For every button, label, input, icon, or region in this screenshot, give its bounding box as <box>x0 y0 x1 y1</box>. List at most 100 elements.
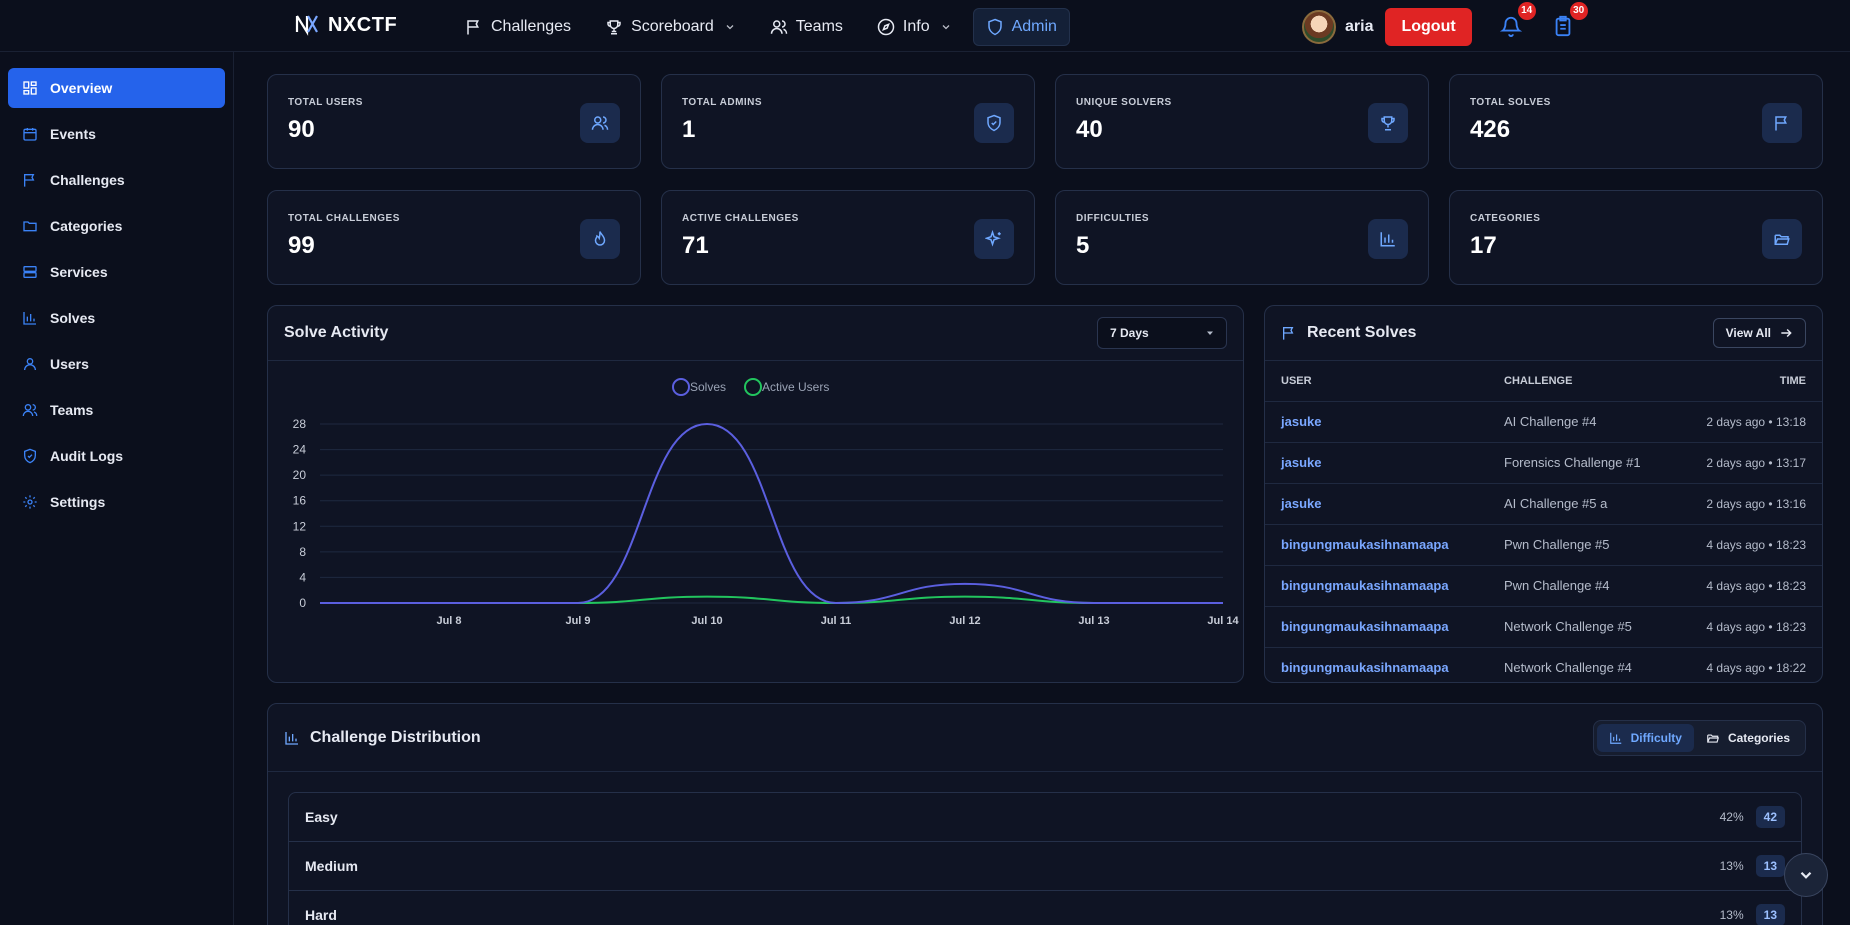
table-row[interactable]: jasuke AI Challenge #5 a 2 days ago • 13… <box>1265 483 1822 525</box>
users-icon <box>591 116 609 130</box>
stat-value: 426 <box>1470 116 1511 143</box>
nav-info[interactable]: Info <box>864 8 965 46</box>
sidebar-item-teams[interactable]: Teams <box>8 390 225 430</box>
sidebar-item-audit-logs[interactable]: Audit Logs <box>8 436 225 476</box>
nav-challenges[interactable]: Challenges <box>452 8 584 46</box>
stat-icon-box <box>580 219 620 259</box>
solve-user[interactable]: bingungmaukasihnamaapa <box>1265 524 1488 566</box>
nxctf-logo-icon <box>295 15 318 36</box>
solve-time: 2 days ago • 13:16 <box>1675 483 1822 525</box>
shield-check-icon <box>987 114 1001 132</box>
sidebar-item-label: Teams <box>50 402 94 418</box>
solve-time: 2 days ago • 13:18 <box>1675 401 1822 443</box>
solve-activity-panel: Solve Activity 7 Days 0 4 8 12 16 20 24 28 Jul 8… <box>267 305 1244 683</box>
solve-time: 4 days ago • 18:22 <box>1675 647 1822 682</box>
sidebar-item-label: Audit Logs <box>50 448 124 464</box>
x-tick-label: Jul 10 <box>691 615 722 627</box>
tab-categories[interactable]: Categories <box>1694 724 1802 752</box>
stat-icon-box <box>1368 103 1408 143</box>
sparkles-icon <box>985 230 1001 247</box>
sidebar-item-challenges[interactable]: Challenges <box>8 160 225 200</box>
sidebar-item-label: Users <box>50 356 89 372</box>
stat-card-difficulties: DIFFICULTIES 5 <box>1055 190 1429 285</box>
stat-card-total-challenges: TOTAL CHALLENGES 99 <box>267 190 641 285</box>
sidebar-item-solves[interactable]: Solves <box>8 298 225 338</box>
stat-value: 99 <box>288 232 315 259</box>
sidebar-item-settings[interactable]: Settings <box>8 482 225 522</box>
x-tick-label: Jul 9 <box>565 615 590 627</box>
folder-open-icon <box>1707 734 1719 743</box>
stat-card-total-users: TOTAL USERS 90 <box>267 74 641 169</box>
sidebar-item-label: Categories <box>50 218 123 234</box>
legend-marker-solves <box>672 378 690 396</box>
solve-challenge: Pwn Challenge #4 <box>1488 565 1676 607</box>
bar-chart-icon <box>1380 232 1395 247</box>
stat-card-total-solves: TOTAL SOLVES 426 <box>1449 74 1823 169</box>
top-navbar: NXCTF Challenges Scoreboard Teams Info A… <box>0 0 1850 52</box>
scroll-down-button[interactable] <box>1784 853 1828 897</box>
solve-user[interactable]: jasuke <box>1265 401 1488 443</box>
solve-user[interactable]: jasuke <box>1265 442 1488 484</box>
sidebar-item-services[interactable]: Services <box>8 252 225 292</box>
brand-logo[interactable]: NXCTF <box>294 12 397 38</box>
tasks-button[interactable]: 30 <box>1552 2 1588 39</box>
table-row[interactable]: jasuke AI Challenge #4 2 days ago • 13:1… <box>1265 401 1822 443</box>
series-line-solves <box>319 422 1223 605</box>
bar-chart-icon <box>285 731 298 745</box>
view-all-button[interactable]: View All <box>1712 318 1806 348</box>
sidebar: Overview Events Challenges Categories Se… <box>0 52 234 925</box>
user-icon <box>24 358 36 371</box>
table-row[interactable]: bingungmaukasihnamaapa Network Challenge… <box>1265 606 1822 648</box>
table-row[interactable]: bingungmaukasihnamaapa Network Challenge… <box>1265 647 1822 682</box>
stat-icon-box <box>1762 219 1802 259</box>
view-all-label: View All <box>1725 326 1771 340</box>
logout-button[interactable]: Logout <box>1385 8 1472 46</box>
flag-icon <box>1775 116 1787 131</box>
nav-teams[interactable]: Teams <box>757 8 856 46</box>
difficulty-percent: 13% <box>1719 908 1744 922</box>
sidebar-item-users[interactable]: Users <box>8 344 225 384</box>
brand-name: NXCTF <box>328 13 398 36</box>
trophy-icon <box>1381 116 1395 131</box>
solve-challenge: AI Challenge #4 <box>1488 401 1676 443</box>
column-header-time: TIME <box>1675 361 1822 402</box>
panel-header: Recent Solves View All <box>1265 306 1822 361</box>
sidebar-item-categories[interactable]: Categories <box>8 206 225 246</box>
stat-label: TOTAL USERS <box>288 97 363 108</box>
range-select[interactable]: 7 Days <box>1097 317 1227 349</box>
y-tick-label: 12 <box>293 519 307 533</box>
solve-user[interactable]: jasuke <box>1265 483 1488 525</box>
bell-icon <box>1499 16 1522 37</box>
table-row[interactable]: bingungmaukasihnamaapa Pwn Challenge #4 … <box>1265 565 1822 607</box>
nav-scoreboard[interactable]: Scoreboard <box>592 8 749 46</box>
panel-title: Challenge Distribution <box>284 729 481 747</box>
list-item[interactable]: Easy 42% 42 <box>289 793 1801 842</box>
panel-title: Recent Solves <box>1281 324 1416 342</box>
solve-user[interactable]: bingungmaukasihnamaapa <box>1265 606 1488 648</box>
challenge-distribution-panel: Challenge Distribution Difficulty Catego… <box>267 703 1823 925</box>
solve-challenge: AI Challenge #5 a <box>1488 483 1676 525</box>
sidebar-item-overview[interactable]: Overview <box>8 68 225 108</box>
distribution-toggle: Difficulty Categories <box>1592 719 1806 756</box>
panel-title: Solve Activity <box>284 324 388 342</box>
avatar[interactable] <box>1302 10 1336 44</box>
list-item[interactable]: Hard 13% 13 <box>289 891 1801 925</box>
sidebar-item-label: Events <box>50 126 96 142</box>
calendar-icon <box>23 128 37 141</box>
notifications-button[interactable]: 14 <box>1499 2 1536 39</box>
chevron-down-icon <box>726 25 734 30</box>
username[interactable]: aria <box>1345 18 1374 35</box>
nav-admin[interactable]: Admin <box>972 8 1070 46</box>
stat-icon-box <box>1368 219 1408 259</box>
flag-icon <box>24 174 35 187</box>
y-tick-label: 24 <box>293 443 307 457</box>
solve-user[interactable]: bingungmaukasihnamaapa <box>1265 565 1488 607</box>
tab-difficulty[interactable]: Difficulty <box>1596 723 1694 752</box>
sidebar-item-events[interactable]: Events <box>8 114 225 154</box>
table-row[interactable]: jasuke Forensics Challenge #1 2 days ago… <box>1265 442 1822 484</box>
folder-open-icon <box>1774 234 1790 245</box>
tasks-count-badge: 30 <box>1569 2 1588 20</box>
solve-user[interactable]: bingungmaukasihnamaapa <box>1265 647 1488 682</box>
table-row[interactable]: bingungmaukasihnamaapa Pwn Challenge #5 … <box>1265 524 1822 566</box>
list-item[interactable]: Medium 13% 13 <box>289 842 1801 891</box>
